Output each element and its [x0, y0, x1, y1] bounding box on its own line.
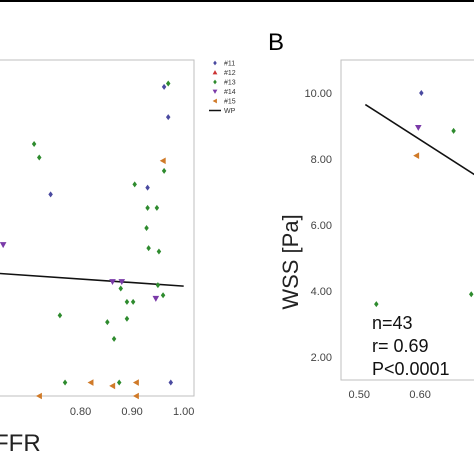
panel-a-point-series-13-15: [154, 204, 160, 211]
panel-a-point-series-14-0: [0, 242, 7, 249]
panel-a-fit-line: [0, 272, 184, 287]
panel-b-stats-block: n=43 r= 0.69 P<0.0001: [372, 313, 450, 379]
panel-a-point-series-13-8: [124, 298, 130, 305]
panel-a-point-series-13-17: [156, 248, 162, 255]
panel-b-point-series-13-2: [469, 291, 474, 298]
panel-a-point-series-13-20: [165, 80, 171, 87]
legend-marker-11: [213, 60, 217, 66]
panel-b-point-series-13-0: [374, 301, 379, 308]
panel-a-point-series-15-4: [132, 392, 139, 400]
panel-a-point-series-13-11: [130, 298, 136, 305]
legend-marker-14: [212, 89, 218, 94]
panel-a-point-series-13-13: [145, 204, 150, 211]
panel-a-point-series-14-1: [109, 279, 116, 286]
panel-b-points-layer: [374, 89, 474, 308]
panel-a-fit-layer: [0, 272, 184, 287]
panel-a-point-series-11-2: [161, 83, 167, 90]
panel-a-point-series-11-4: [168, 379, 174, 386]
panel-a-point-series-13-3: [62, 379, 68, 386]
panel-a-point-series-13-19: [161, 167, 167, 174]
legend-marker-15: [212, 98, 217, 104]
panel-a-x-axis-label: FFR: [0, 430, 41, 457]
panel-b-x-ticks: 0.50 0.60: [349, 389, 431, 401]
panel-b-point-series-11-0: [419, 89, 424, 96]
panel-a-x-ticks: 0.80 0.90 1.00: [70, 406, 195, 418]
panel-a-plot-frame: [0, 59, 195, 397]
legend-label-15: #15: [224, 99, 236, 106]
panel-b-x-tick-label-1: 0.60: [409, 389, 430, 401]
panel-a-point-series-11-3: [165, 114, 171, 121]
panel-a-point-series-13-0: [31, 141, 37, 147]
panel-b-y-ticks: 2.00 4.00 6.00 8.00 10.00: [304, 88, 332, 364]
panel-a-point-series-13-9: [124, 315, 130, 322]
panel-a-point-series-13-18: [160, 292, 166, 299]
panel-a-x-tick-label-1: 0.90: [121, 406, 142, 418]
panel-a-point-series-15-2: [109, 382, 116, 390]
panel-a-point-series-13-6: [116, 379, 122, 386]
panel-b-y-tick-label-2: 6.00: [311, 220, 332, 232]
panel-a-point-series-13-1: [37, 154, 42, 161]
legend-label-wp: WP: [224, 108, 236, 115]
panel-a-x-tick-label-2: 1.00: [173, 406, 194, 418]
legend-marker-12: [212, 70, 218, 75]
panel-a-legend: #11 #12 #13 #14 #15 WP: [209, 60, 236, 115]
panel-a-point-series-14-2: [118, 279, 126, 286]
panel-b-stat-2: P<0.0001: [372, 359, 450, 379]
panel-a-point-series-13-5: [111, 335, 117, 342]
panel-a-point-series-15-0: [35, 392, 42, 400]
panel-b-stat-1: r= 0.69: [372, 336, 429, 356]
panel-a-chart: 0.80 0.90 1.00 FFR: [0, 59, 195, 457]
panel-b-plot-frame: [340, 59, 474, 381]
panel-b-y-tick-label-0: 2.00: [311, 352, 332, 364]
panel-b-point-series-15-0: [413, 152, 420, 159]
panel-b-fit-layer: [364, 103, 474, 176]
legend-label-11: #11: [224, 61, 235, 68]
panel-a-point-series-13-14: [146, 245, 151, 252]
panel-a-point-series-11-1: [145, 184, 150, 191]
legend-label-12: #12: [224, 70, 236, 77]
panel-b-y-tick-label-1: 4.00: [311, 286, 332, 298]
legend-label-14: #14: [224, 89, 236, 96]
legend-marker-13: [213, 79, 217, 85]
panel-a-point-series-15-1: [87, 379, 94, 386]
panel-b-stat-0: n=43: [372, 313, 413, 333]
panel-a-point-series-15-3: [132, 379, 139, 386]
panel-a-point-series-13-7: [118, 285, 124, 292]
panel-b-label: B: [268, 29, 284, 56]
panel-a-point-series-13-12: [144, 225, 149, 231]
panel-a-point-series-13-2: [57, 312, 63, 319]
panel-a-points-layer: [0, 80, 174, 400]
panel-b-y-axis-label: WSS [Pa]: [278, 214, 303, 309]
panel-a-point-series-13-16: [155, 282, 161, 289]
panel-b-fit-line: [364, 103, 474, 176]
panel-b-x-tick-label-0: 0.50: [349, 389, 370, 401]
panel-a-x-tick-label-0: 0.80: [70, 406, 91, 418]
panel-a-point-series-14-3: [152, 295, 160, 302]
legend-label-13: #13: [224, 80, 236, 87]
panel-b-point-series-13-1: [451, 127, 456, 134]
panel-a-point-series-15-5: [159, 157, 166, 165]
panel-a-point-series-11-0: [48, 191, 53, 198]
panel-b-y-tick-label-3: 8.00: [311, 154, 332, 166]
panel-b-y-tick-label-4: 10.00: [304, 88, 332, 100]
panel-b-point-series-14-0: [415, 124, 422, 131]
panel-b-chart: B WSS [Pa] 2.00 4.00 6.00 8.00 10.00 0.50 0.6…: [268, 29, 474, 401]
panel-a-point-series-13-4: [105, 319, 110, 326]
panel-a-point-series-13-10: [132, 181, 137, 188]
